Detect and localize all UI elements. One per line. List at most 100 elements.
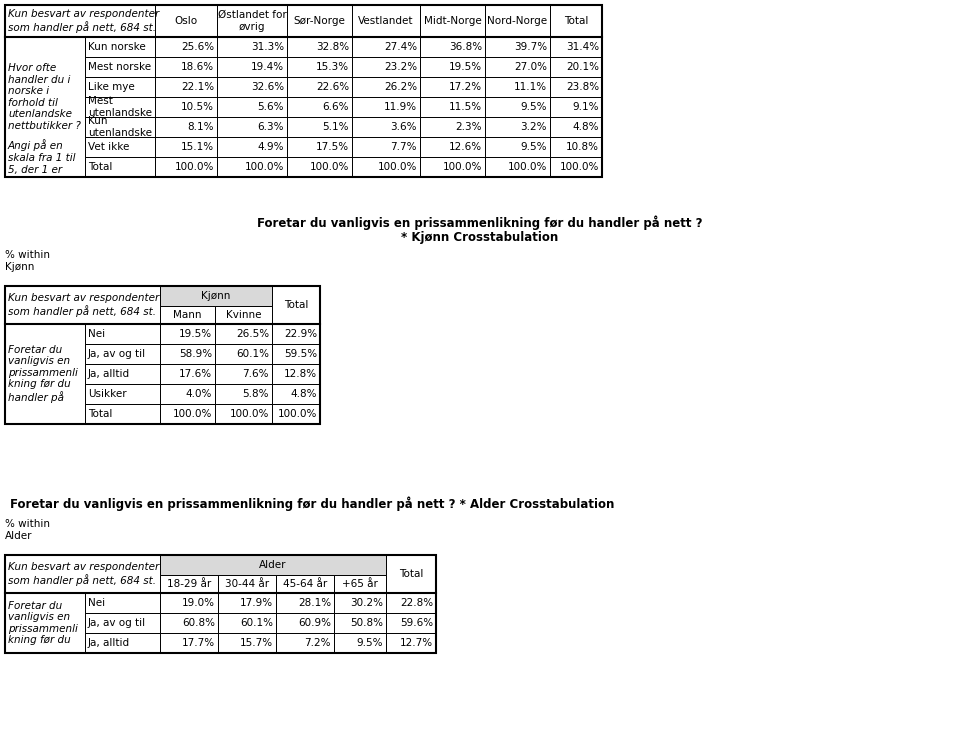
Text: 12.7%: 12.7% <box>400 638 433 648</box>
Bar <box>550 37 602 57</box>
Text: 25.6%: 25.6% <box>180 42 214 52</box>
Bar <box>85 384 160 404</box>
Bar <box>352 37 420 57</box>
Bar <box>5 324 85 424</box>
Bar <box>485 57 550 77</box>
Text: 100.0%: 100.0% <box>508 162 547 172</box>
Bar <box>160 633 218 653</box>
Bar <box>160 324 215 344</box>
Text: 50.8%: 50.8% <box>350 618 383 628</box>
Bar <box>352 77 420 97</box>
Bar <box>334 593 386 613</box>
Bar <box>272 344 320 364</box>
Text: 60.1%: 60.1% <box>236 349 269 359</box>
Bar <box>485 77 550 97</box>
Text: 19.4%: 19.4% <box>251 62 284 72</box>
Text: Nei: Nei <box>88 598 106 608</box>
Bar <box>276 633 334 653</box>
Bar <box>215 364 272 384</box>
Bar <box>85 613 160 633</box>
Bar <box>217 157 287 177</box>
Text: 27.0%: 27.0% <box>514 62 547 72</box>
Bar <box>272 286 320 324</box>
Text: 15.7%: 15.7% <box>240 638 273 648</box>
Bar <box>287 137 352 157</box>
Bar <box>352 57 420 77</box>
Text: 100.0%: 100.0% <box>229 409 269 419</box>
Text: Mest
utenlandske: Mest utenlandske <box>88 96 152 118</box>
Bar <box>334 575 386 593</box>
Text: Foretar du
vanligvis en
prissammenli
kning før du: Foretar du vanligvis en prissammenli kni… <box>8 600 78 646</box>
Bar <box>85 364 160 384</box>
Text: 22.6%: 22.6% <box>316 82 349 92</box>
Text: 15.1%: 15.1% <box>180 142 214 152</box>
Text: 7.6%: 7.6% <box>243 369 269 379</box>
Bar <box>217 5 287 37</box>
Text: Oslo: Oslo <box>175 16 198 26</box>
Bar <box>550 117 602 137</box>
Text: 6.3%: 6.3% <box>257 122 284 132</box>
Bar <box>550 97 602 117</box>
Text: 17.5%: 17.5% <box>316 142 349 152</box>
Bar <box>550 77 602 97</box>
Bar <box>85 157 155 177</box>
Bar <box>386 613 436 633</box>
Bar <box>155 5 217 37</box>
Bar <box>85 37 155 57</box>
Bar <box>160 384 215 404</box>
Text: Kvinne: Kvinne <box>226 310 261 320</box>
Text: 100.0%: 100.0% <box>277 409 317 419</box>
Bar <box>160 555 386 575</box>
Bar <box>420 97 485 117</box>
Text: Hvor ofte
handler du i
norske i
forhold til
utenlandske
nettbutikker ?: Hvor ofte handler du i norske i forhold … <box>8 63 81 131</box>
Text: 22.9%: 22.9% <box>284 329 317 339</box>
Bar <box>218 575 276 593</box>
Text: Total: Total <box>398 569 423 579</box>
Bar <box>334 613 386 633</box>
Bar <box>85 137 155 157</box>
Bar <box>485 37 550 57</box>
Bar <box>550 57 602 77</box>
Bar <box>217 97 287 117</box>
Text: 17.6%: 17.6% <box>179 369 212 379</box>
Bar <box>5 286 160 324</box>
Text: 23.8%: 23.8% <box>565 82 599 92</box>
Bar <box>155 157 217 177</box>
Bar <box>160 593 218 613</box>
Bar <box>160 306 215 324</box>
Bar <box>5 286 320 424</box>
Text: Kun
utenlandske: Kun utenlandske <box>88 116 152 138</box>
Text: 11.9%: 11.9% <box>384 102 417 112</box>
Text: 23.2%: 23.2% <box>384 62 417 72</box>
Bar <box>85 57 155 77</box>
Bar <box>5 593 85 653</box>
Bar <box>85 324 160 344</box>
Bar <box>5 555 436 653</box>
Text: 10.5%: 10.5% <box>181 102 214 112</box>
Text: 30-44 år: 30-44 år <box>225 579 269 589</box>
Text: 5.8%: 5.8% <box>243 389 269 399</box>
Bar <box>485 97 550 117</box>
Text: 32.6%: 32.6% <box>251 82 284 92</box>
Text: 60.9%: 60.9% <box>298 618 331 628</box>
Text: 7.2%: 7.2% <box>304 638 331 648</box>
Bar <box>155 57 217 77</box>
Text: Kun norske: Kun norske <box>88 42 146 52</box>
Bar <box>160 286 272 306</box>
Bar <box>485 157 550 177</box>
Bar <box>85 593 160 613</box>
Bar <box>386 555 436 593</box>
Text: 15.3%: 15.3% <box>316 62 349 72</box>
Bar <box>160 364 215 384</box>
Text: 39.7%: 39.7% <box>514 42 547 52</box>
Text: 26.5%: 26.5% <box>236 329 269 339</box>
Text: 59.6%: 59.6% <box>400 618 433 628</box>
Text: 4.8%: 4.8% <box>572 122 599 132</box>
Text: 30.2%: 30.2% <box>350 598 383 608</box>
Text: Foretar du vanligvis en prissammenlikning før du handler på nett ?: Foretar du vanligvis en prissammenliknin… <box>257 215 703 230</box>
Text: Kjønn: Kjønn <box>5 262 35 272</box>
Bar <box>217 37 287 57</box>
Bar <box>334 633 386 653</box>
Text: Foretar du vanligvis en prissammenlikning før du handler på nett ? * Alder Cross: Foretar du vanligvis en prissammenliknin… <box>10 496 614 511</box>
Text: 45-64 år: 45-64 år <box>283 579 327 589</box>
